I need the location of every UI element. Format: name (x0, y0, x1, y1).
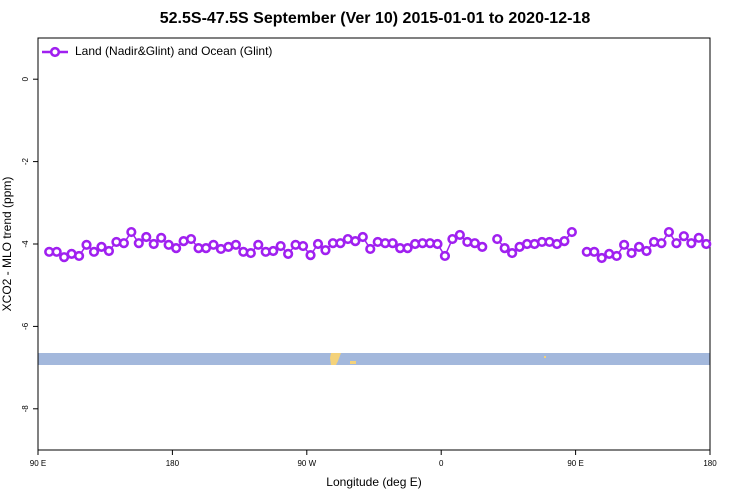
data-point (171, 243, 182, 254)
ocean-strip (38, 353, 710, 365)
data-point (51, 246, 62, 257)
data-point (678, 231, 689, 242)
data-point (656, 238, 667, 249)
data-point (477, 241, 488, 252)
data-point (499, 243, 510, 254)
y-tick-label: 0 (21, 76, 30, 81)
land-ocean-strip (38, 353, 710, 365)
data-point (365, 243, 376, 255)
x-tick-label: 90 W (297, 459, 316, 468)
data-point (626, 247, 637, 259)
data-point (559, 236, 570, 247)
legend-label: Land (Nadir&Glint) and Ocean (Glint) (75, 44, 272, 58)
data-point (693, 232, 704, 243)
data-point (148, 238, 159, 250)
land-patch (544, 356, 546, 358)
data-point (118, 238, 129, 249)
data-point (686, 238, 697, 249)
chart-title: 52.5S-47.5S September (Ver 10) 2015-01-0… (160, 10, 591, 27)
data-point (126, 226, 137, 238)
data-point (305, 250, 316, 261)
data-point (671, 238, 682, 249)
data-point (633, 241, 645, 252)
data-point (88, 246, 100, 257)
data-point (133, 238, 144, 249)
data-point (447, 233, 458, 245)
y-tick-label: -8 (21, 405, 30, 413)
y-axis-label: XCO2 - MLO trend (ppm) (0, 177, 14, 312)
data-point (283, 248, 294, 259)
data-point (185, 233, 197, 245)
data-point (432, 238, 443, 250)
data-point (268, 245, 279, 257)
data-point (96, 241, 107, 252)
y-tick-label: -2 (21, 157, 30, 165)
data-point (73, 250, 85, 262)
data-point (619, 239, 630, 250)
data-point (81, 239, 92, 250)
data-point (208, 239, 219, 250)
data-point (141, 231, 152, 243)
data-point (402, 243, 413, 254)
data-point (663, 226, 675, 238)
data-point (596, 252, 607, 264)
land-patch (330, 353, 341, 365)
legend-marker (49, 46, 61, 58)
data-point (611, 250, 622, 262)
data-point (439, 250, 451, 262)
data-point (566, 226, 577, 238)
y-tick-label: -6 (21, 322, 30, 330)
land-patch (350, 361, 356, 364)
data-point (701, 238, 712, 250)
x-tick-label: 90 E (567, 459, 583, 468)
data-point (103, 245, 115, 257)
data-point (641, 245, 652, 257)
data-point (335, 238, 346, 249)
data-point (507, 247, 518, 259)
data-point (253, 239, 264, 250)
y-tick-label: -4 (21, 240, 30, 248)
data-point (275, 240, 286, 252)
data-point (387, 238, 398, 249)
data-point (245, 247, 256, 259)
x-tick-label: 0 (439, 459, 444, 468)
x-axis-label: Longitude (deg E) (326, 475, 421, 489)
data-point (357, 231, 368, 243)
data-point (320, 245, 331, 256)
data-point (589, 246, 600, 257)
x-tick-label: 180 (166, 459, 180, 468)
data-point (312, 238, 324, 250)
data-point (469, 238, 480, 249)
data-point (454, 229, 465, 241)
x-tick-label: 180 (703, 459, 717, 468)
data-point (350, 236, 361, 247)
x-tick-label: 90 E (30, 459, 46, 468)
data-point (297, 240, 309, 252)
data-point (156, 232, 167, 243)
data-point (230, 239, 241, 250)
data-point (492, 233, 503, 245)
